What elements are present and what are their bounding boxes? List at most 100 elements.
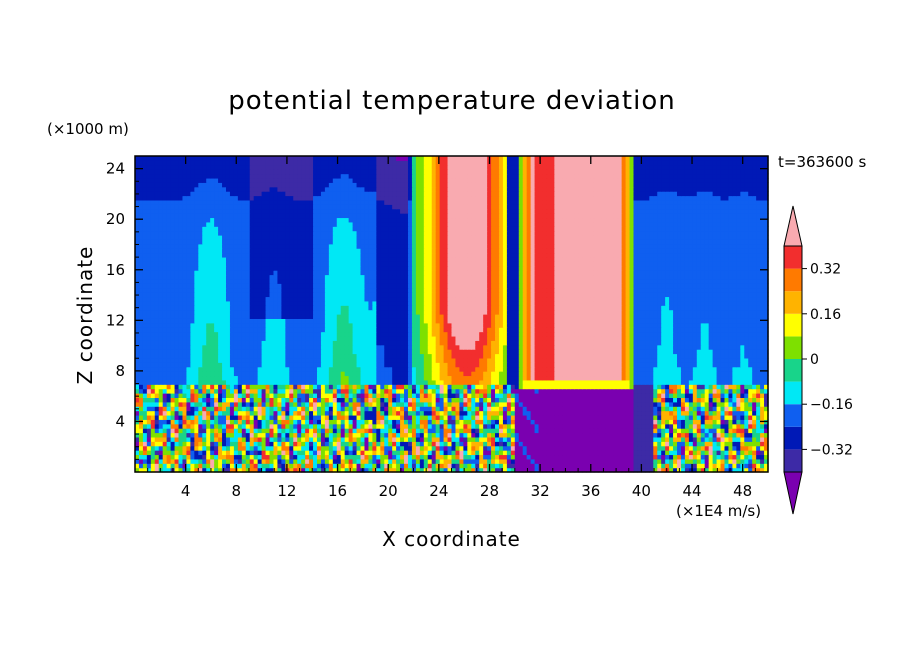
field-cell [146,366,152,372]
field-cell [324,463,330,469]
field-cell [174,371,180,377]
field-cell [637,366,642,372]
field-cell [502,458,508,464]
field-cell [138,423,144,429]
field-cell [222,379,227,385]
field-cell [534,467,540,473]
field-cell [396,463,401,469]
field-cell [586,454,591,460]
field-cell [396,353,401,359]
field-cell [261,366,267,372]
field-cell [479,428,484,434]
field-cell [241,445,247,451]
field-cell [427,384,433,390]
field-cell [396,419,401,425]
field-cell [166,467,172,473]
field-cell [593,393,599,398]
field-cell [364,371,370,377]
field-cell [218,454,223,460]
field-cell [142,344,148,350]
field-cell [407,384,413,390]
field-cell [324,406,330,412]
field-cell [566,401,571,407]
field-cell [629,445,635,451]
field-cell [530,441,536,447]
field-cell [696,397,702,403]
field-cell [281,406,286,412]
field-cell [261,344,267,350]
field-cell [657,357,662,363]
field-cell [344,423,350,429]
field-cell [269,401,275,407]
field-cell [463,450,468,456]
field-cell [202,344,207,350]
field-cell [182,357,188,363]
field-cell [680,454,686,460]
field-cell [249,371,255,377]
field-cell [301,414,306,420]
field-cell [443,397,449,403]
field-cell [475,397,480,403]
field-cell [641,353,646,359]
field-cell [712,335,718,341]
field-cell [637,397,642,403]
field-cell [186,441,191,447]
field-cell [578,428,583,434]
field-cell [218,379,223,385]
field-cell [206,458,211,464]
field-cell [202,366,207,372]
field-cell [562,379,567,385]
field-cell [190,414,195,420]
field-cell [530,366,536,372]
field-cell [495,428,500,434]
field-cell [344,375,350,381]
field-cell [451,410,457,416]
field-cell [641,428,646,434]
field-cell [582,410,587,416]
field-cell [301,393,306,398]
field-cell [589,445,595,451]
field-cell [455,463,461,469]
field-cell [261,388,267,394]
field-cell [605,450,611,456]
field-cell [601,436,607,442]
field-cell [380,463,385,469]
field-cell [368,423,373,429]
field-cell [356,384,362,390]
field-cell [728,388,733,394]
field-cell [257,353,263,359]
field-cell [487,436,492,442]
field-cell [566,366,571,372]
field-cell [534,441,540,447]
field-cell [261,428,267,434]
field-cell [597,344,603,350]
field-cell [265,353,271,359]
field-cell [194,344,199,350]
field-cell [661,450,666,456]
field-cell [625,463,631,469]
field-cell [384,393,389,398]
field-cell [593,428,599,434]
field-cell [744,353,749,359]
field-cell [566,379,571,385]
field-cell [348,344,354,350]
field-cell [222,450,227,456]
field-cell [700,458,706,464]
field-cell [451,463,457,469]
field-cell [138,388,144,394]
field-cell [700,406,706,412]
field-cell [360,454,366,460]
field-cell [186,357,191,363]
field-cell [637,458,642,464]
field-cell [360,432,366,438]
field-cell [265,406,271,412]
field-cell [178,344,184,350]
field-cell [728,335,733,341]
field-cell [657,401,662,407]
field-cell [154,432,160,438]
field-cell [257,432,263,438]
field-cell [285,379,290,385]
field-cell [593,397,599,403]
field-cell [174,428,180,434]
field-cell [613,463,619,469]
